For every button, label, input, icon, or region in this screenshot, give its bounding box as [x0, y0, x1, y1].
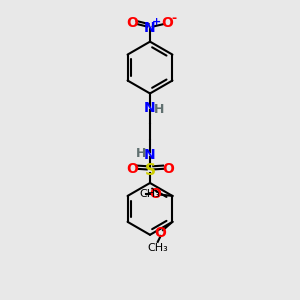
Text: CH₃: CH₃	[139, 190, 160, 200]
Text: O: O	[149, 188, 161, 202]
Text: CH₃: CH₃	[147, 243, 168, 253]
Text: N: N	[143, 148, 155, 162]
Text: O: O	[154, 226, 166, 240]
Text: O: O	[162, 16, 174, 30]
Text: H: H	[154, 103, 164, 116]
Text: N: N	[143, 100, 155, 115]
Text: O: O	[126, 162, 138, 176]
Text: O: O	[162, 162, 174, 176]
Text: S: S	[145, 163, 155, 178]
Text: +: +	[152, 17, 161, 27]
Text: H: H	[136, 147, 146, 160]
Text: N: N	[144, 20, 156, 34]
Text: O: O	[126, 16, 138, 30]
Text: -: -	[171, 12, 176, 25]
